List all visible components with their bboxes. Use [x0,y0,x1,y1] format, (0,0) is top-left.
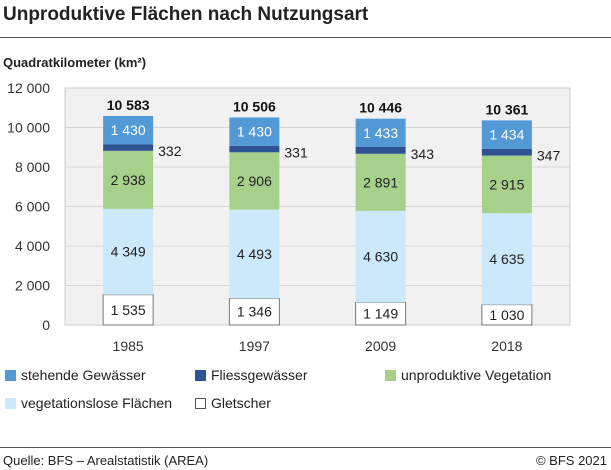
legend-label: unproduktive Vegetation [401,367,552,383]
x-tick-label: 1997 [239,338,270,354]
data-label: 4 630 [363,249,398,265]
data-label: 1 149 [363,306,398,322]
bar-segment [481,213,532,305]
total-label: 10 506 [233,99,276,115]
data-label: 1 430 [237,124,272,140]
legend-item: unproduktive Vegetation [385,367,551,383]
data-label: 332 [158,143,182,159]
legend-swatch [195,369,206,381]
total-label: 10 583 [107,97,150,113]
legend-item: stehende Gewässer [5,367,146,383]
data-label: 2 938 [111,172,146,188]
data-label: 1 535 [111,302,146,318]
data-label: 1 433 [363,125,398,141]
data-label: 331 [284,145,308,161]
bar-segment [103,115,154,145]
legend-item: vegetationslose Flächen [5,395,172,411]
source-note: Quelle: BFS – Arealstatistik (AREA) [3,453,209,468]
legend-label: Gletscher [211,395,271,411]
bar-segment [103,150,154,209]
bar-segment [355,146,406,154]
bar-segment [229,209,280,299]
data-label: 347 [537,148,561,164]
bar-segment [481,155,532,214]
legend-swatch [5,397,16,409]
chart-title: Unproduktive Flächen nach Nutzungsart [3,4,369,25]
bar-segment [229,152,280,210]
bar-segment [481,148,532,156]
legend-label: vegetationslose Flächen [21,395,172,411]
x-tick-label: 2018 [491,338,522,354]
bar-segment [229,117,280,146]
data-label: 2 906 [237,173,272,189]
y-tick-label: 12 000 [7,80,50,96]
y-tick-label: 10 000 [7,120,50,136]
data-label: 4 493 [237,246,272,262]
data-label: 4 349 [111,244,146,260]
x-tick-label: 1985 [113,338,144,354]
copyright: © BFS 2021 [535,453,607,468]
y-axis-label: Quadratkilometer (km²) [3,55,147,70]
data-label: 2 915 [489,176,524,192]
legend-item: Fliessgewässer [195,367,307,383]
bar-segment [102,294,154,326]
footer-divider [0,447,611,448]
data-label: 1 346 [237,304,272,320]
legend-swatch [385,369,396,381]
legend-swatch [5,369,16,381]
data-label: 1 434 [489,127,524,143]
x-tick-label: 2009 [365,338,396,354]
bar-segment [229,145,280,153]
bar-segment [103,208,154,295]
data-label: 2 891 [363,174,398,190]
bar-segment [103,144,154,151]
y-tick-label: 0 [42,317,50,333]
legend-item: Gletscher [195,395,271,411]
data-label: 1 030 [489,307,524,323]
legend-swatch [195,397,206,409]
bar-segment [481,120,532,149]
header-divider [0,37,611,38]
y-tick-label: 2 000 [15,278,50,294]
data-label: 4 635 [489,251,524,267]
total-label: 10 446 [359,100,402,116]
legend-label: Fliessgewässer [211,367,308,383]
y-tick-label: 6 000 [15,199,50,215]
total-label: 10 361 [485,101,528,117]
y-tick-label: 8 000 [15,159,50,175]
bar-segment [355,153,406,211]
legend-label: stehende Gewässer [21,367,146,383]
data-label: 343 [411,146,435,162]
bar-segment [228,297,280,326]
data-label: 1 430 [111,122,146,138]
y-tick-label: 4 000 [15,238,50,254]
bar-segment [355,118,406,147]
bar-segment [355,210,406,303]
